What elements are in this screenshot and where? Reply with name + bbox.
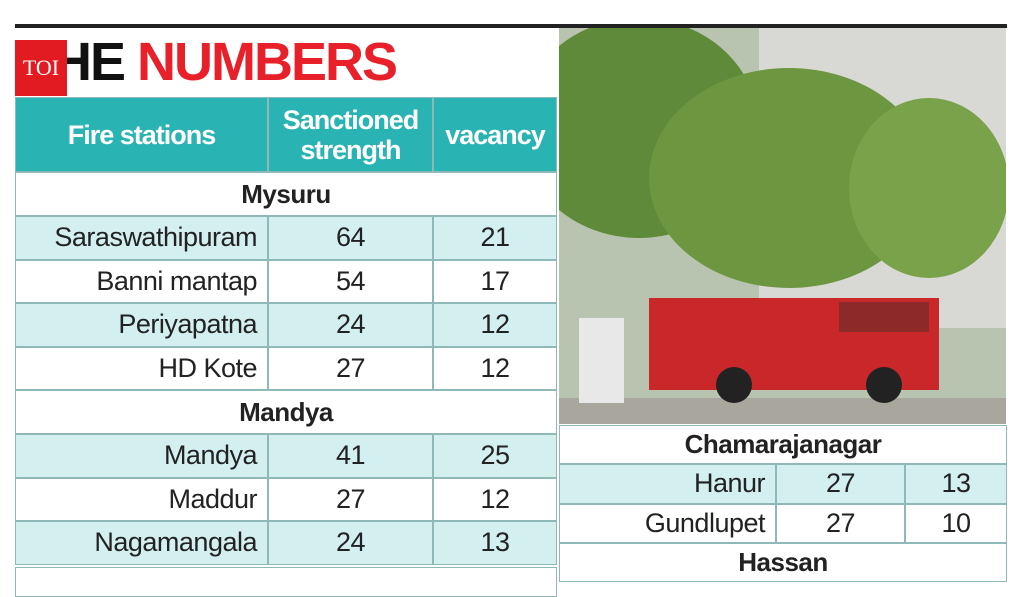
number-cell: 13 — [433, 521, 557, 565]
title: THE NUMBERS — [22, 32, 398, 92]
station-cell: Hanur — [559, 464, 776, 504]
number-cell: 54 — [268, 259, 433, 303]
number-cell: 24 — [268, 303, 433, 347]
group-header: Chamarajanagar — [559, 425, 1007, 464]
station-cell: Banni mantap — [15, 259, 268, 303]
station-cell: Mandya — [15, 434, 268, 478]
station-cell: Periyapatna — [15, 303, 268, 347]
top-rule — [15, 24, 1007, 28]
logo: TOI — [15, 40, 67, 96]
title-red: NUMBERS — [137, 32, 398, 92]
station-cell: HD Kote — [15, 346, 268, 390]
photo — [559, 28, 1006, 424]
number-cell: 10 — [905, 503, 1007, 543]
header-cell: vacancy — [433, 97, 557, 172]
number-cell: 27 — [268, 477, 433, 521]
number-cell: 64 — [268, 216, 433, 260]
group-header: Mysuru — [15, 172, 557, 216]
number-cell: 17 — [433, 259, 557, 303]
number-cell: 27 — [268, 346, 433, 390]
number-cell: 27 — [776, 503, 905, 543]
number-cell: 12 — [433, 303, 557, 347]
number-cell: 25 — [433, 434, 557, 478]
number-cell: 12 — [433, 477, 557, 521]
number-cell: 27 — [776, 464, 905, 504]
header-cell: Sanctioned strength — [268, 97, 433, 172]
number-cell: 41 — [268, 434, 433, 478]
station-cell: Saraswathipuram — [15, 216, 268, 260]
station-cell: Nagamangala — [15, 521, 268, 565]
number-cell: 12 — [433, 346, 557, 390]
station-cell: Gundlupet — [559, 503, 776, 543]
page: THE NUMBERS TOI Fire stations Sanctioned … — [15, 24, 1007, 597]
number-cell: 24 — [268, 521, 433, 565]
header-cell: Fire stations — [15, 97, 268, 172]
group-header: Hassan — [559, 543, 1007, 582]
number-cell: 21 — [433, 216, 557, 260]
row — [15, 566, 557, 597]
number-cell: 13 — [905, 464, 1007, 504]
station-cell: Maddur — [15, 477, 268, 521]
group-header: Mandya — [15, 390, 557, 434]
